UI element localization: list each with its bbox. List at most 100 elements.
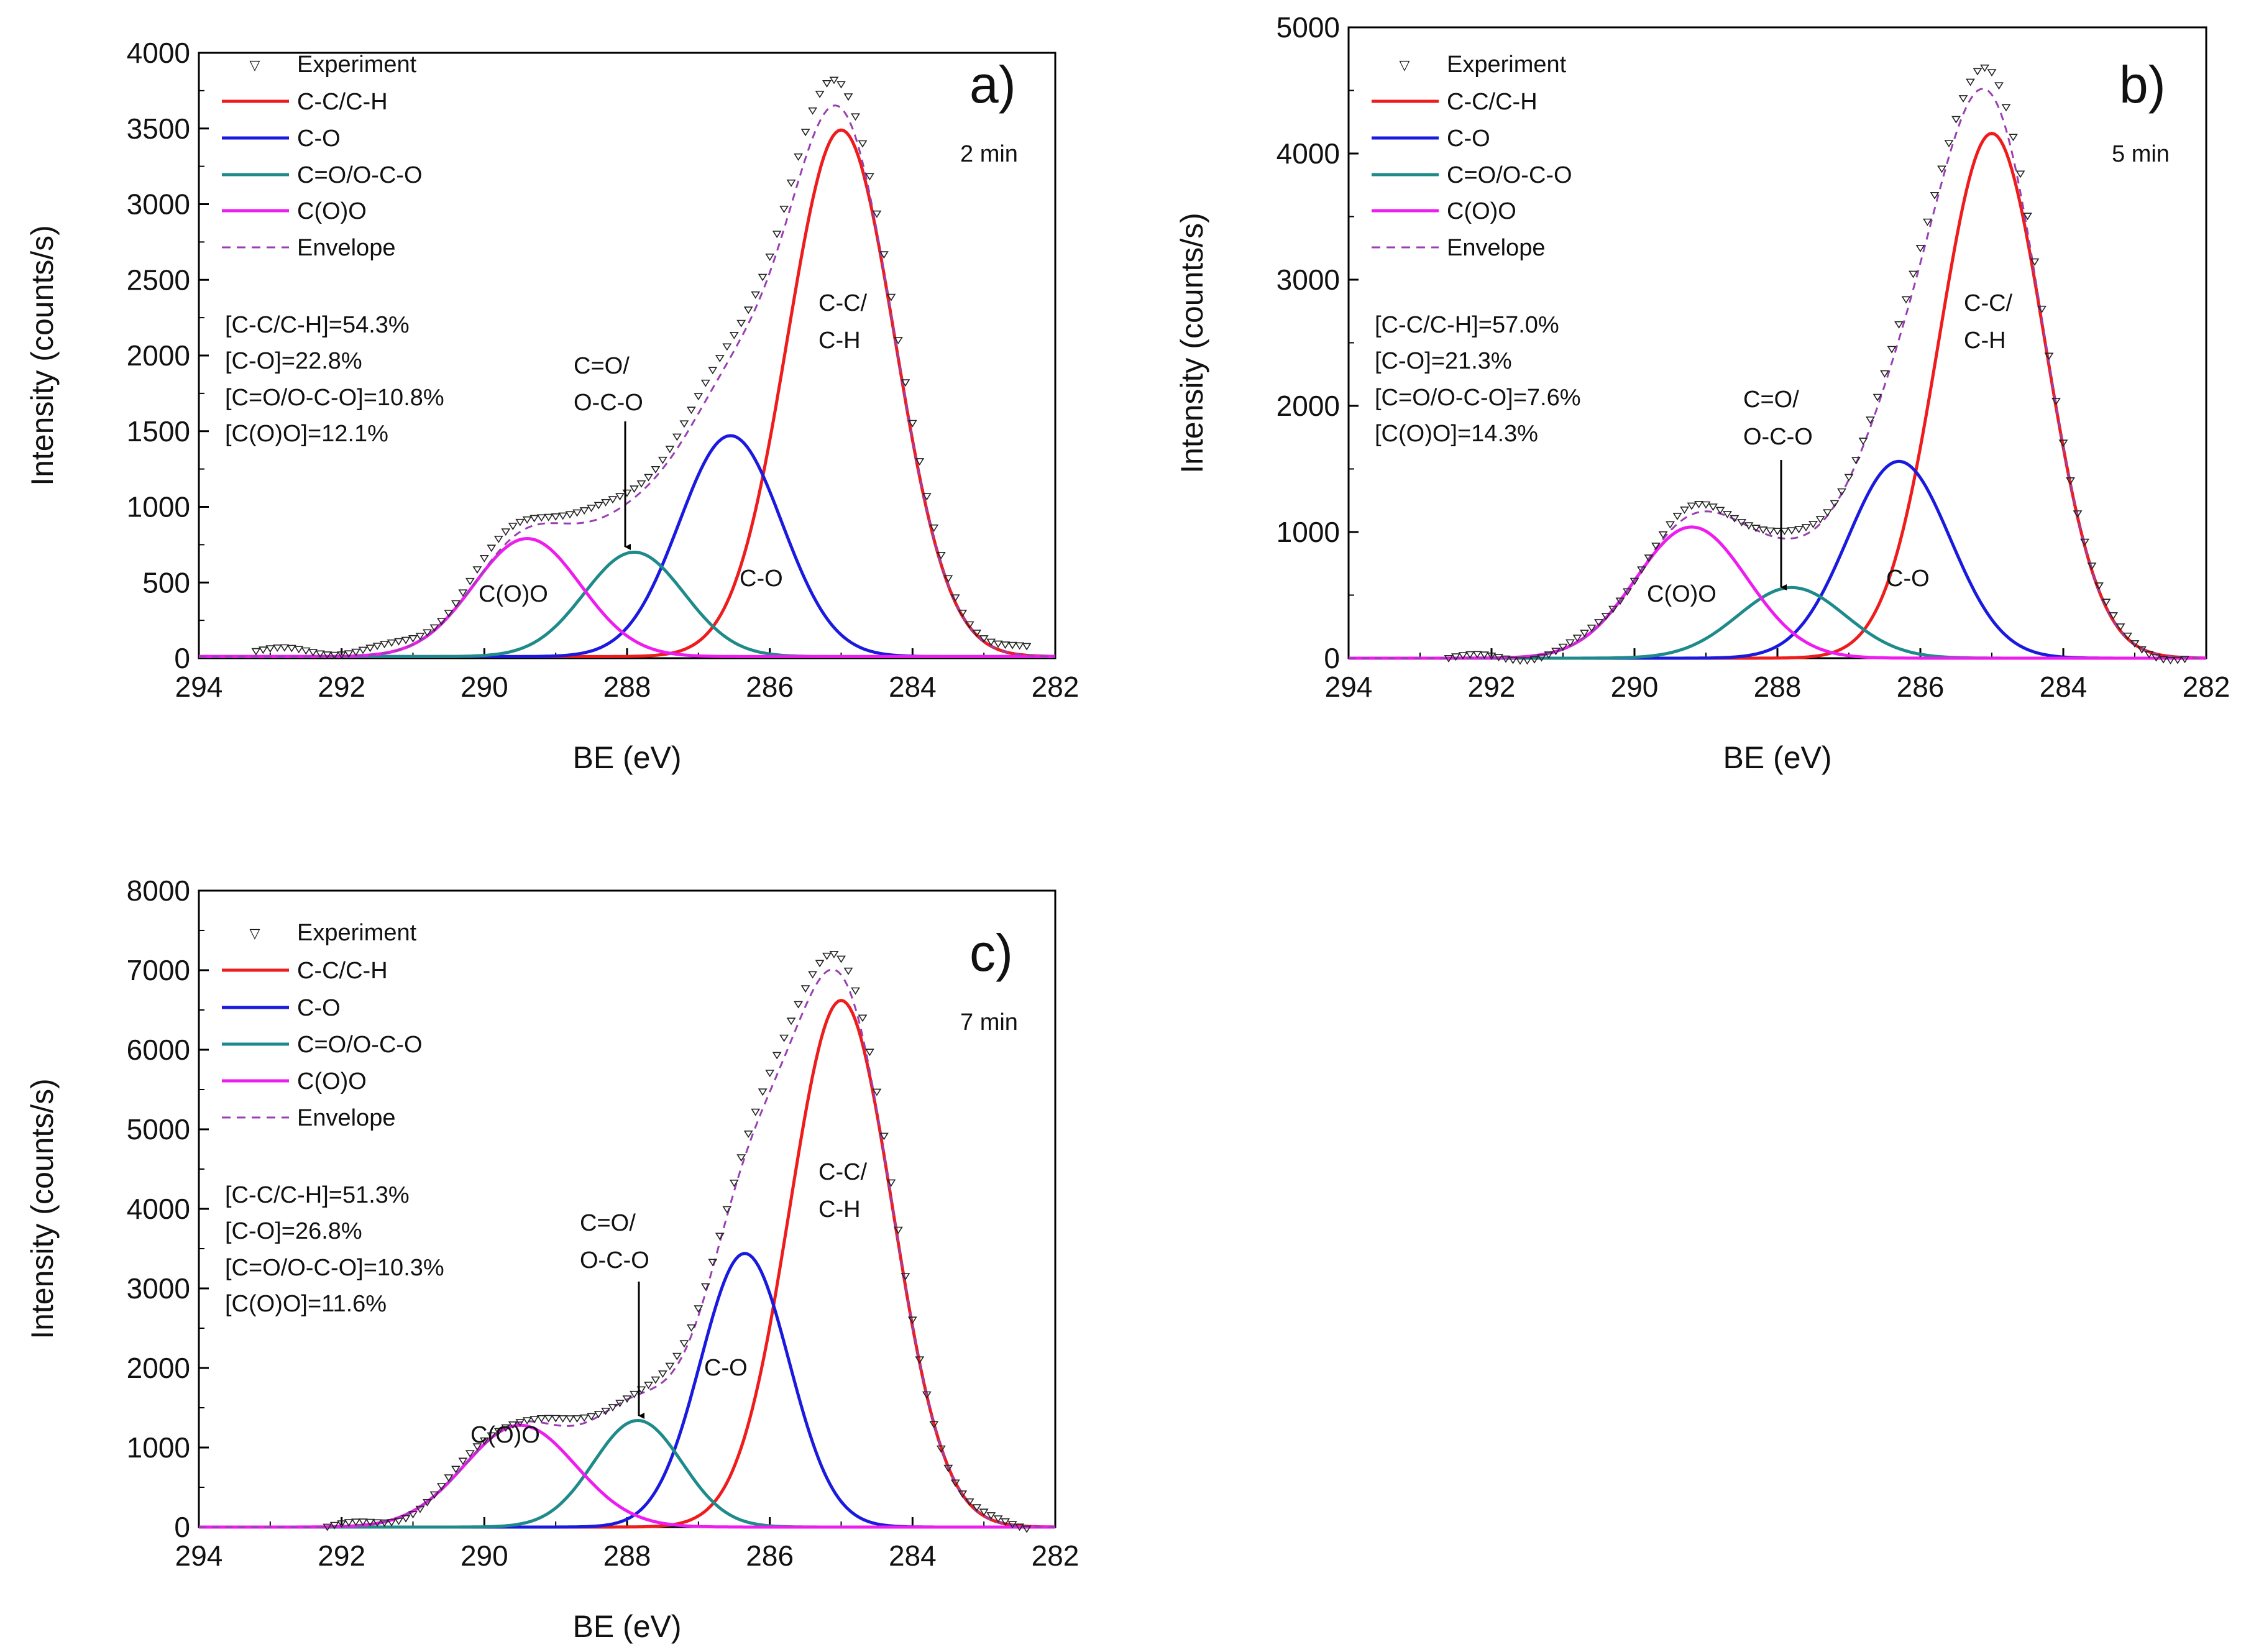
- experiment-point: [2037, 305, 2047, 313]
- stat-co: [C-O]=26.8%: [225, 1218, 362, 1244]
- experiment-point: [1887, 346, 1897, 354]
- experiment-point: [387, 639, 396, 647]
- experiment-point: [2001, 104, 2011, 112]
- x-ticks: 294 292 290 288 286 284 282: [175, 648, 1079, 703]
- series-line-co: [1349, 459, 2206, 660]
- experiment-point: [886, 293, 896, 301]
- experiment-point: [1980, 64, 1989, 72]
- x-tick-label: 282: [1032, 1540, 1079, 1572]
- experiment-point: [829, 951, 839, 958]
- experiment-point: [1572, 635, 1582, 643]
- experiment-point: [522, 516, 532, 524]
- experiment-point: [794, 1001, 804, 1009]
- legend-marker-experiment: ▽: [1400, 57, 1410, 73]
- experiment-point: [1687, 502, 1697, 510]
- experiment-point: [401, 636, 411, 645]
- experiment-point: [1001, 1518, 1011, 1526]
- experiment-point: [1987, 69, 1997, 77]
- annot-cc-1: C-C/: [818, 290, 868, 316]
- experiment-point: [864, 1049, 874, 1057]
- experiment-point: [615, 493, 625, 501]
- experiment-point: [1723, 511, 1732, 519]
- experiment-point: [436, 618, 446, 626]
- experiment-point: [329, 651, 339, 659]
- experiment-point: [572, 1415, 582, 1423]
- x-tick-label: 282: [2183, 671, 2230, 703]
- experiment-point: [286, 645, 296, 653]
- experiment-point: [1480, 651, 1489, 659]
- x-tick-label: 290: [1611, 671, 1659, 703]
- y-ticks: 0 1000 2000 3000 4000 5000: [1277, 11, 1359, 674]
- experiment-point: [751, 1108, 761, 1116]
- experiment-point: [1715, 507, 1725, 515]
- x-axis-title: BE (eV): [1723, 740, 1831, 775]
- annot-coc-2: O-C-O: [580, 1247, 649, 1273]
- experiment-point: [315, 650, 325, 658]
- y-axis-title: Intensity (counts/s): [1175, 213, 1209, 474]
- experiment-point: [465, 577, 475, 585]
- experiment-point: [429, 1491, 439, 1499]
- experiment-point: [358, 646, 368, 654]
- experiment-point: [1830, 500, 1840, 508]
- experiment-point: [794, 153, 804, 161]
- experiment-point: [1858, 438, 1868, 446]
- legend-label-coc: C=O/O-C-O: [1447, 162, 1572, 188]
- experiment-point: [658, 456, 667, 464]
- experiment-point: [1973, 68, 1982, 76]
- experiment-point: [772, 231, 782, 239]
- experiment-point: [301, 647, 311, 655]
- experiment-point: [686, 1324, 696, 1332]
- experiment-point: [1737, 519, 1746, 527]
- experiment-point: [529, 1416, 539, 1424]
- experiment-point: [1001, 641, 1011, 649]
- experiment-point: [536, 1415, 546, 1423]
- experiment-point: [444, 610, 454, 618]
- experiment-point: [1901, 296, 1911, 304]
- experiment-point: [950, 1479, 960, 1487]
- experiment-point: [1615, 597, 1625, 605]
- experiment-point: [958, 1490, 968, 1498]
- experiment-point: [864, 173, 874, 181]
- experiment-point: [1751, 525, 1761, 533]
- experiment-point: [1629, 577, 1639, 585]
- legend-marker-experiment: ▽: [250, 57, 260, 73]
- experiment-point: [808, 107, 818, 115]
- experiment-point: [1523, 657, 1532, 665]
- experiment-point: [779, 206, 789, 213]
- experiment-point: [2180, 656, 2189, 664]
- y-tick-label: 2500: [127, 264, 190, 296]
- experiment-point: [493, 536, 503, 543]
- experiment-point: [551, 1415, 561, 1423]
- stat-coc: [C=O/O-C-O]=10.8%: [225, 385, 444, 411]
- experiment-point: [1501, 655, 1511, 663]
- experiment-point: [1815, 516, 1825, 524]
- x-tick-label: 286: [746, 1540, 794, 1572]
- experiment-point: [729, 332, 739, 339]
- experiment-point: [2073, 510, 2083, 518]
- legend-label-envelope: Envelope: [297, 1105, 395, 1131]
- panel-label: a): [969, 55, 1016, 114]
- time-label: 5 min: [2112, 141, 2170, 167]
- experiment-point: [2109, 612, 2118, 620]
- experiment-point: [665, 446, 675, 454]
- experiment-point: [1022, 643, 1032, 651]
- experiment-point: [736, 1154, 746, 1162]
- experiment-point: [2066, 477, 2075, 485]
- stat-coc: [C=O/O-C-O]=10.3%: [225, 1255, 444, 1281]
- legend-label-envelope: Envelope: [1447, 235, 1545, 261]
- experiment-point: [893, 1226, 903, 1234]
- experiment-point: [323, 651, 332, 659]
- legend-label-co: C-O: [297, 126, 341, 152]
- annot-coc-2: O-C-O: [574, 390, 643, 416]
- experiment-point: [1015, 642, 1025, 650]
- y-tick-label: 4000: [127, 37, 190, 69]
- experiment-point: [1644, 554, 1654, 562]
- x-tick-label: 292: [318, 671, 365, 703]
- experiment-point: [429, 624, 439, 632]
- x-tick-label: 294: [175, 1540, 223, 1572]
- experiment-point: [622, 1395, 632, 1403]
- experiment-point: [451, 1466, 461, 1474]
- experiment-point: [608, 1404, 618, 1412]
- experiment-point: [579, 1414, 589, 1422]
- experiment-point: [1594, 619, 1603, 627]
